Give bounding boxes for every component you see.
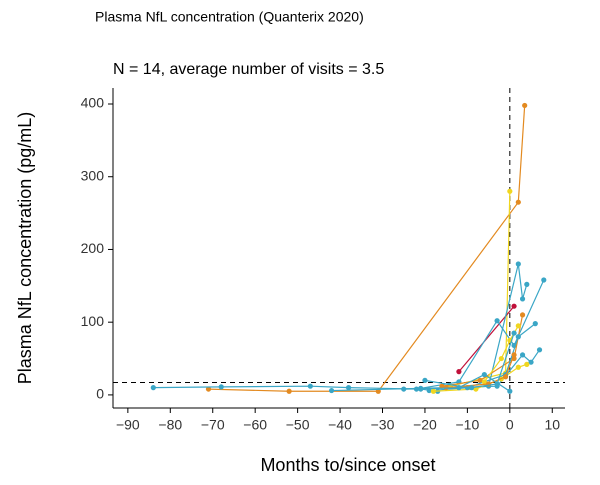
data-point (502, 374, 509, 380)
y-tick-label: 300 (81, 167, 105, 183)
data-point (494, 318, 500, 324)
data-point (481, 371, 487, 378)
x-tick-label: −80 (158, 417, 182, 433)
data-point (515, 334, 521, 340)
series-line (416, 279, 545, 390)
data-point (439, 383, 445, 389)
data-point (469, 385, 475, 391)
data-point (511, 330, 517, 336)
data-point (401, 386, 407, 392)
chart-subtitle: N = 14, average number of visits = 3.5 (113, 61, 384, 78)
data-point (422, 377, 428, 383)
x-tick-label: −40 (328, 417, 352, 433)
data-point (515, 323, 521, 329)
y-tick-label: 400 (81, 95, 105, 111)
data-point (522, 102, 528, 109)
y-tick-label: 200 (81, 240, 105, 256)
y-axis-label: Plasma NfL concentration (pg/mL) (15, 112, 35, 384)
data-point (519, 296, 526, 302)
data-point (507, 388, 513, 394)
x-tick-label: 0 (506, 417, 514, 433)
x-tick-label: −10 (456, 417, 480, 433)
data-point (345, 385, 352, 391)
data-point (536, 347, 543, 353)
data-point (307, 383, 313, 389)
x-tick-label: −90 (116, 417, 140, 433)
data-point (528, 359, 534, 365)
data-point (524, 281, 530, 287)
x-tick-label: −70 (201, 417, 225, 433)
data-point (532, 321, 538, 327)
y-tick-label: 0 (96, 386, 104, 402)
data-point (150, 385, 156, 391)
data-point (519, 352, 526, 358)
data-point (515, 199, 521, 205)
data-point (511, 352, 517, 358)
x-tick-label: −60 (243, 417, 267, 433)
series-line (403, 332, 515, 390)
data-point (481, 379, 487, 385)
data-point (494, 381, 500, 387)
data-point (218, 384, 224, 390)
data-point (498, 355, 504, 362)
data-point (541, 277, 547, 283)
series-line (208, 105, 526, 392)
data-point (328, 387, 335, 394)
data-point (477, 377, 483, 383)
data-point (286, 388, 292, 394)
data-point (507, 188, 513, 194)
data-point (430, 388, 437, 394)
data-point (515, 261, 521, 267)
y-tick-label: 100 (81, 313, 105, 329)
series-line (446, 354, 515, 389)
data-point (426, 387, 432, 394)
x-tick-label: −50 (286, 417, 310, 433)
data-point (511, 303, 517, 309)
data-point (519, 312, 526, 318)
series-line (153, 385, 438, 392)
x-tick-label: 10 (544, 417, 560, 433)
data-point (524, 361, 530, 367)
chart-title: Plasma NfL concentration (Quanterix 2020… (95, 9, 364, 25)
x-tick-label: −20 (413, 417, 437, 433)
x-axis-label: Months to/since onset (260, 455, 435, 475)
data-point (205, 386, 212, 392)
data-point (515, 364, 521, 370)
data-point (456, 369, 462, 375)
x-tick-label: −30 (371, 417, 395, 433)
